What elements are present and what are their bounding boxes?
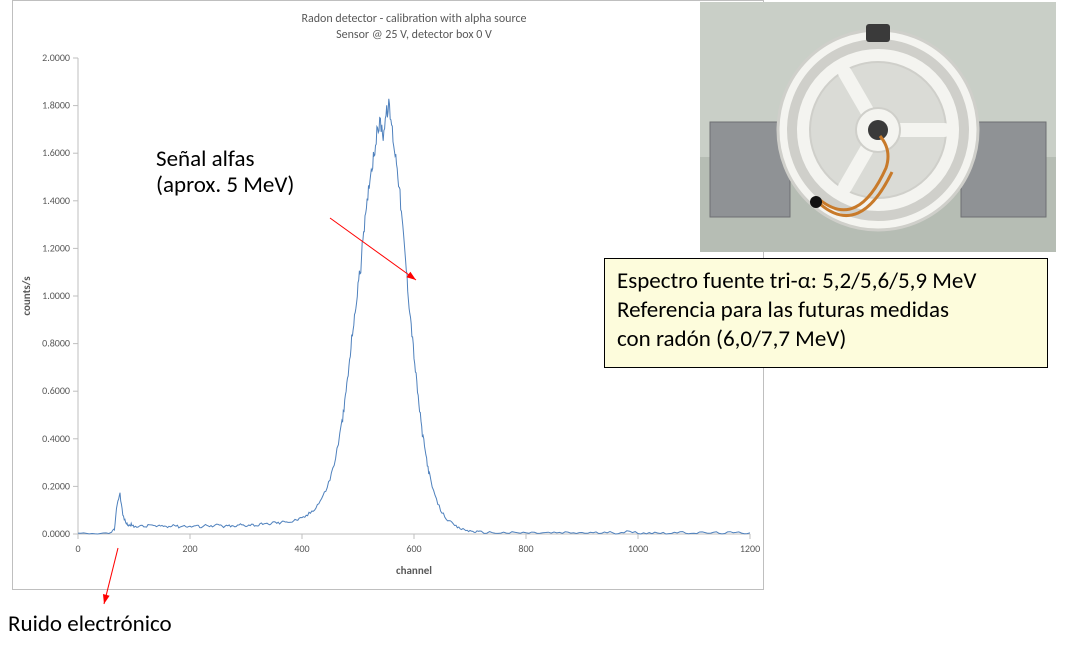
noise-annotation: Ruido electrónico — [8, 611, 172, 637]
svg-text:1200: 1200 — [740, 542, 760, 555]
signal-annotation: Señal alfas (aprox. 5 MeV) — [156, 146, 294, 199]
svg-text:800: 800 — [518, 542, 533, 555]
svg-text:channel: channel — [396, 564, 432, 577]
info-box-line3: con radón (6,0/7,7 MeV) — [617, 325, 1035, 354]
svg-text:1.4000: 1.4000 — [42, 194, 70, 207]
svg-text:1.8000: 1.8000 — [42, 99, 70, 112]
svg-text:1.2000: 1.2000 — [42, 241, 70, 254]
svg-text:600: 600 — [406, 542, 421, 555]
svg-text:200: 200 — [182, 542, 197, 555]
svg-text:2.0000: 2.0000 — [42, 51, 70, 64]
svg-text:0.8000: 0.8000 — [42, 337, 70, 350]
svg-text:1000: 1000 — [628, 542, 648, 555]
info-box-line1: Espectro fuente tri-α: 5,2/5,6/5,9 MeV — [617, 267, 1035, 296]
svg-text:0: 0 — [75, 542, 80, 555]
signal-annotation-line2: (aprox. 5 MeV) — [156, 172, 294, 198]
svg-text:0.4000: 0.4000 — [42, 432, 70, 445]
svg-text:1.6000: 1.6000 — [42, 146, 70, 159]
detector-photo — [700, 2, 1056, 252]
svg-text:0.6000: 0.6000 — [42, 384, 70, 397]
info-box: Espectro fuente tri-α: 5,2/5,6/5,9 MeV R… — [604, 258, 1048, 368]
detector-photo-illustration — [700, 2, 1056, 252]
svg-text:counts/s: counts/s — [20, 276, 33, 316]
svg-text:0.0000: 0.0000 — [42, 527, 70, 540]
svg-text:1.0000: 1.0000 — [42, 289, 70, 302]
info-box-line2: Referencia para las futuras medidas — [617, 296, 1035, 325]
svg-text:Radon detector - calibration w: Radon detector - calibration with alpha … — [301, 12, 526, 26]
svg-text:Sensor @ 25 V, detector box 0: Sensor @ 25 V, detector box 0 V — [336, 28, 492, 42]
svg-text:0.2000: 0.2000 — [42, 479, 70, 492]
noise-annotation-text: Ruido electrónico — [8, 610, 172, 638]
svg-text:400: 400 — [294, 542, 309, 555]
signal-annotation-line1: Señal alfas — [156, 146, 294, 172]
stage: Radon detector - calibration with alpha … — [0, 0, 1069, 646]
